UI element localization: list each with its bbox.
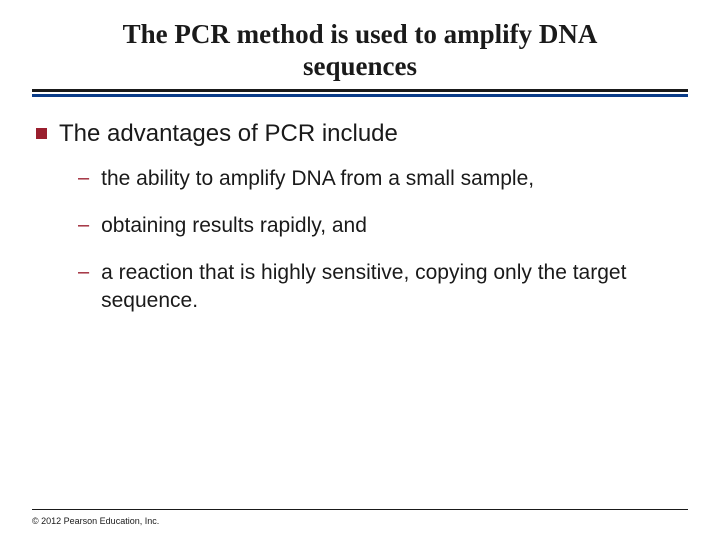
bullet-level2: – the ability to amplify DNA from a smal… bbox=[78, 165, 684, 192]
slide-body: The advantages of PCR include – the abil… bbox=[32, 97, 688, 314]
dash-bullet-icon: – bbox=[78, 165, 89, 191]
bullet-level2-text: a reaction that is highly sensitive, cop… bbox=[101, 259, 684, 314]
slide-title: The PCR method is used to amplify DNA se… bbox=[32, 18, 688, 89]
title-rule-black bbox=[32, 89, 688, 92]
dash-bullet-icon: – bbox=[78, 212, 89, 238]
bullet-level2-text: the ability to amplify DNA from a small … bbox=[101, 165, 534, 192]
bullet-level2: – a reaction that is highly sensitive, c… bbox=[78, 259, 684, 314]
bullet-level2: – obtaining results rapidly, and bbox=[78, 212, 684, 239]
slide-footer: © 2012 Pearson Education, Inc. bbox=[32, 509, 688, 526]
bullet-level1-text: The advantages of PCR include bbox=[59, 119, 398, 149]
bullet-level1: The advantages of PCR include bbox=[36, 119, 684, 149]
slide-container: The PCR method is used to amplify DNA se… bbox=[0, 0, 720, 540]
square-bullet-icon bbox=[36, 128, 47, 139]
dash-bullet-icon: – bbox=[78, 259, 89, 285]
footer-rule bbox=[32, 509, 688, 510]
copyright-text: © 2012 Pearson Education, Inc. bbox=[32, 516, 688, 526]
bullet-level2-text: obtaining results rapidly, and bbox=[101, 212, 367, 239]
